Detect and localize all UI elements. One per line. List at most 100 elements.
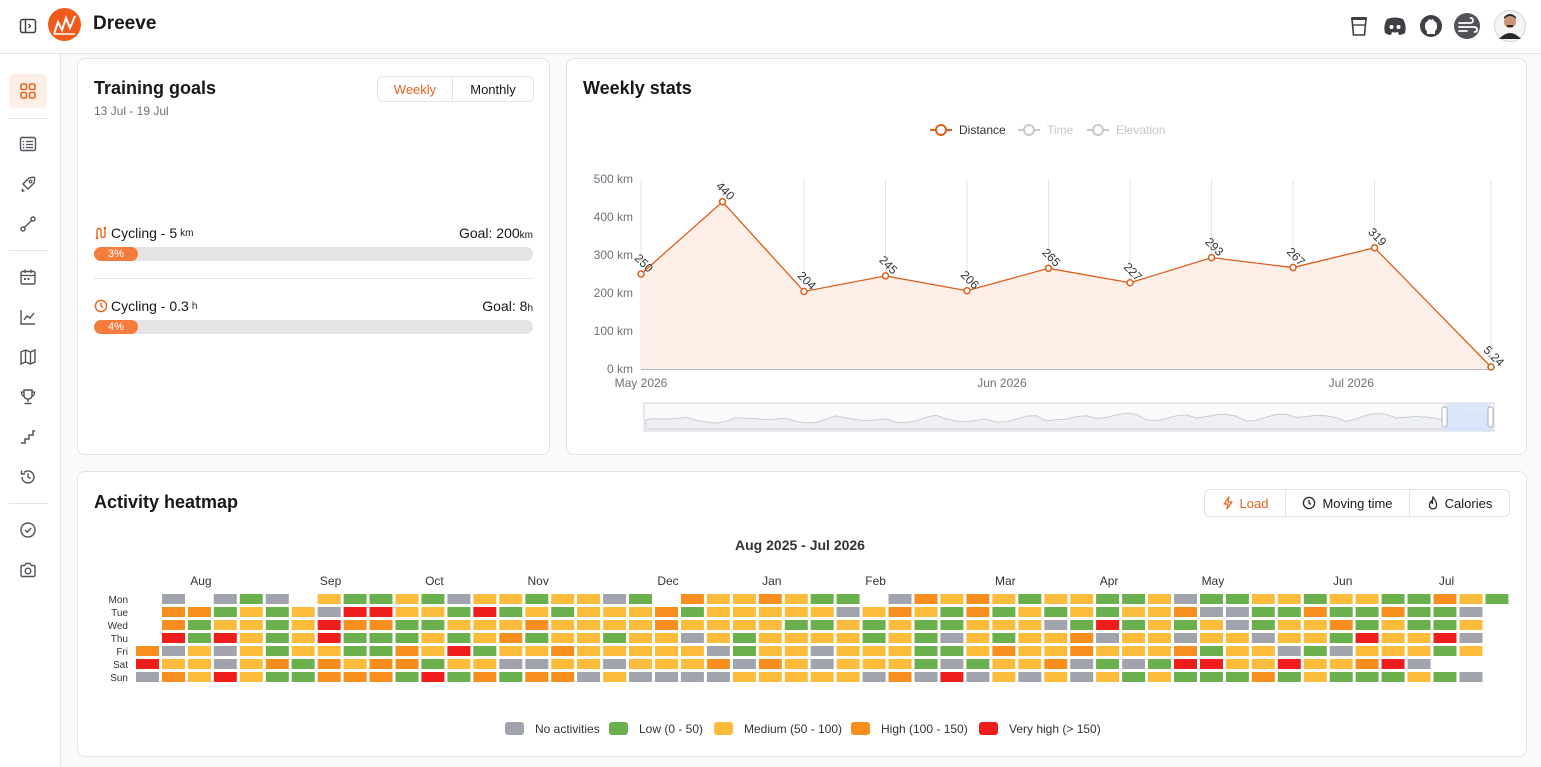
heatmap-cell[interactable]	[1096, 620, 1120, 630]
heatmap-cell[interactable]	[577, 659, 601, 669]
heatmap-cell[interactable]	[551, 607, 575, 617]
heatmap-cell[interactable]	[680, 594, 704, 604]
heatmap-cell[interactable]	[317, 633, 341, 643]
heatmap-cell[interactable]	[1355, 633, 1379, 643]
heatmap-cell[interactable]	[291, 646, 315, 656]
heatmap-cell[interactable]	[1018, 659, 1042, 669]
heatmap-cell[interactable]	[551, 659, 575, 669]
heatmap-cell[interactable]	[1200, 633, 1223, 643]
heatmap-cell[interactable]	[603, 594, 627, 604]
heatmap-cell[interactable]	[1277, 659, 1301, 669]
heatmap-cell[interactable]	[758, 672, 782, 682]
heatmap-cell[interactable]	[265, 646, 289, 656]
heatmap-cell[interactable]	[1096, 633, 1120, 643]
heatmap-cell[interactable]	[1355, 659, 1379, 669]
heatmap-cell[interactable]	[1225, 659, 1249, 669]
heatmap-cell[interactable]	[265, 607, 289, 617]
github-icon[interactable]	[1417, 12, 1445, 40]
distance-point[interactable]	[1207, 253, 1216, 262]
heatmap-cell[interactable]	[655, 672, 678, 682]
heatmap-cell[interactable]	[1225, 646, 1249, 656]
heatmap-cell[interactable]	[836, 620, 860, 630]
heatmap-cell[interactable]	[1433, 646, 1457, 656]
heatmap-cell[interactable]	[888, 646, 912, 656]
heatmap-cell[interactable]	[1148, 672, 1171, 682]
heatmap-cell[interactable]	[1148, 620, 1171, 630]
heatmap-cell[interactable]	[162, 633, 185, 643]
heatmap-cell[interactable]	[1174, 594, 1197, 604]
heatmap-cell[interactable]	[343, 646, 367, 656]
heatmap-cell[interactable]	[1433, 672, 1457, 682]
distance-point[interactable]	[637, 270, 645, 278]
heatmap-cell[interactable]	[758, 594, 782, 604]
heatmap-cell[interactable]	[836, 633, 860, 643]
heatmap-cell[interactable]	[1200, 594, 1223, 604]
heatmap-cell[interactable]	[1277, 594, 1301, 604]
heatmap-cell[interactable]	[784, 659, 808, 669]
heatmap-cell[interactable]	[1044, 620, 1068, 630]
heatmap-cell[interactable]	[1407, 633, 1431, 643]
heatmap-cell[interactable]	[784, 646, 808, 656]
heatmap-cell[interactable]	[1200, 672, 1223, 682]
heatmap-cell[interactable]	[992, 633, 1016, 643]
heatmap-cell[interactable]	[395, 672, 419, 682]
heatmap-cell[interactable]	[940, 607, 964, 617]
heatmap-cell[interactable]	[1174, 620, 1197, 630]
heatmap-cell[interactable]	[706, 594, 730, 604]
heatmap-cell[interactable]	[162, 646, 185, 656]
heatmap-cell[interactable]	[992, 659, 1016, 669]
heatmap-cell[interactable]	[1225, 594, 1249, 604]
heatmap-cell[interactable]	[1225, 672, 1249, 682]
heatmap-cell[interactable]	[940, 620, 964, 630]
heatmap-cell[interactable]	[1459, 633, 1483, 643]
heatmap-cell[interactable]	[317, 672, 341, 682]
heatmap-legend-item[interactable]: Very high (> 150)	[979, 722, 1101, 736]
distance-point[interactable]	[1126, 278, 1134, 287]
heatmap-cell[interactable]	[1381, 659, 1405, 669]
heatmap-cell[interactable]	[1303, 607, 1327, 617]
weekly-toggle-button[interactable]: Weekly	[378, 77, 453, 101]
heatmap-cell[interactable]	[1174, 646, 1197, 656]
heatmap-cell[interactable]	[447, 659, 471, 669]
heatmap-cell[interactable]	[577, 607, 601, 617]
heatmap-cell[interactable]	[1174, 633, 1197, 643]
heatmap-cell[interactable]	[914, 620, 938, 630]
heatmap-cell[interactable]	[187, 607, 211, 617]
heatmap-cell[interactable]	[525, 646, 549, 656]
heatmap-cell[interactable]	[603, 620, 627, 630]
heatmap-cell[interactable]	[551, 672, 575, 682]
weather-wind-icon[interactable]	[1453, 12, 1481, 40]
heatmap-cell[interactable]	[1303, 659, 1327, 669]
heatmap-cell[interactable]	[655, 607, 678, 617]
heatmap-cell[interactable]	[888, 633, 912, 643]
heatmap-cell[interactable]	[473, 633, 497, 643]
heatmap-cell[interactable]	[239, 607, 263, 617]
heatmap-cell[interactable]	[213, 594, 237, 604]
heatmap-cell[interactable]	[1018, 646, 1042, 656]
history-icon[interactable]	[9, 460, 47, 494]
heatmap-cell[interactable]	[369, 607, 393, 617]
heatmap-cell[interactable]	[1070, 659, 1094, 669]
heatmap-cell[interactable]	[1070, 620, 1094, 630]
heatmap-cell[interactable]	[1251, 620, 1275, 630]
legend-time[interactable]: Time	[1018, 123, 1074, 137]
heatmap-cell[interactable]	[369, 620, 393, 630]
heatmap-cell[interactable]	[187, 672, 211, 682]
heatmap-cell[interactable]	[1355, 594, 1379, 604]
heatmap-cell[interactable]	[1277, 633, 1301, 643]
heatmap-cell[interactable]	[162, 607, 185, 617]
heatmap-cell[interactable]	[525, 672, 549, 682]
heatmap-cell[interactable]	[732, 672, 756, 682]
heatmap-cell[interactable]	[1329, 594, 1353, 604]
heatmap-cell[interactable]	[914, 633, 938, 643]
heatmap-cell[interactable]	[213, 646, 237, 656]
heatmap-cell[interactable]	[1225, 607, 1249, 617]
heatmap-cell[interactable]	[577, 620, 601, 630]
heatmap-cell[interactable]	[914, 659, 938, 669]
heatmap-cell[interactable]	[213, 672, 237, 682]
heatmap-cell[interactable]	[1122, 646, 1146, 656]
moving-time-tab-button[interactable]: Moving time	[1286, 490, 1410, 516]
heatmap-cell[interactable]	[369, 633, 393, 643]
heatmap-cell[interactable]	[629, 607, 652, 617]
heatmap-cell[interactable]	[862, 672, 886, 682]
